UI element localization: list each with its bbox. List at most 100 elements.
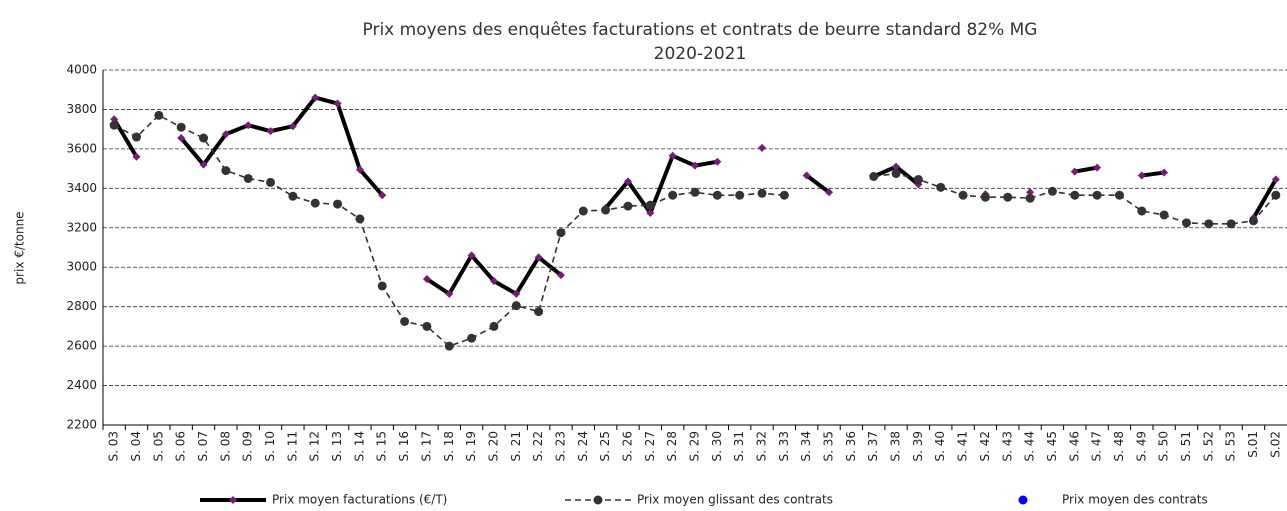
data-point [735, 190, 745, 200]
data-point [221, 130, 230, 139]
x-tick-label: S. 40 [933, 431, 947, 462]
data-point [779, 190, 789, 200]
x-tick-label: S. 13 [330, 431, 344, 462]
x-tick-label: S. 47 [1090, 431, 1104, 462]
x-tick-label: S. 12 [308, 431, 322, 462]
data-point [467, 251, 476, 260]
data-point [1271, 190, 1281, 200]
data-point [333, 199, 343, 209]
x-tick-label: S. 33 [777, 431, 791, 462]
data-point [1137, 206, 1147, 216]
y-tick-label: 3000 [66, 260, 97, 274]
data-point [825, 188, 834, 197]
data-point [892, 162, 901, 171]
legend-label: Prix moyen des contrats [1062, 493, 1208, 507]
data-point [243, 173, 253, 183]
x-tick-label: S. 28 [665, 431, 679, 462]
data-point [199, 160, 208, 169]
x-tick-label: S. 11 [285, 431, 299, 462]
data-point [288, 191, 298, 201]
data-point [802, 171, 811, 180]
data-point [1204, 219, 1214, 229]
data-point [288, 122, 297, 131]
data-point [489, 277, 498, 286]
data-point [132, 152, 141, 161]
x-tick-label: S. 16 [397, 431, 411, 462]
data-point [154, 110, 164, 120]
data-point [1047, 186, 1057, 196]
data-point [691, 161, 699, 170]
data-point [1226, 219, 1236, 229]
data-point [445, 289, 454, 298]
legend-marker [229, 496, 237, 504]
chart-title: Prix moyens des enquêtes facturations et… [363, 20, 1038, 40]
x-tick-label: S. 41 [956, 431, 970, 462]
data-point [1160, 168, 1169, 177]
data-point [333, 99, 342, 108]
x-tick-label: S. 26 [620, 431, 634, 462]
x-tick-label: S. 14 [352, 431, 366, 462]
x-tick-label: S. 46 [1067, 431, 1081, 462]
y-tick-label: 4000 [66, 63, 97, 77]
data-point [1003, 192, 1013, 202]
data-point [310, 198, 320, 208]
x-tick-label: S. 07 [196, 431, 210, 462]
y-axis-label: prix €/tonne [13, 211, 27, 284]
data-point [534, 307, 544, 317]
x-tick-label: S. 53 [1224, 431, 1238, 462]
y-tick-label: 2400 [66, 378, 97, 392]
legend-label: Prix moyen glissant des contrats [637, 493, 833, 507]
y-tick-label: 2800 [66, 299, 97, 313]
y-tick-label: 2200 [66, 418, 97, 432]
data-point [355, 165, 364, 174]
x-tick-label: S. 24 [576, 431, 590, 462]
data-point [444, 341, 454, 351]
data-point [891, 169, 901, 179]
x-tick-label: S. 31 [732, 431, 746, 462]
data-point [556, 228, 566, 238]
data-point [1070, 190, 1080, 200]
x-tick-label: S. 29 [688, 431, 702, 462]
data-point [1137, 171, 1146, 180]
data-point [668, 151, 677, 160]
x-tick-label: S. 48 [1112, 431, 1126, 462]
legend-label: Prix moyen facturations (€/T) [272, 493, 447, 507]
data-point [980, 192, 990, 202]
data-point [690, 187, 700, 197]
data-point [668, 190, 678, 200]
data-point [645, 200, 655, 210]
data-point [936, 182, 946, 192]
data-point [623, 177, 632, 186]
x-tick-label: S. 36 [844, 431, 858, 462]
data-point [177, 134, 186, 143]
data-point [578, 206, 588, 216]
x-tick-label: S. 44 [1023, 431, 1037, 462]
chart-subtitle: 2020-2021 [654, 44, 747, 64]
data-point [1070, 167, 1079, 176]
x-tick-label: S. 19 [464, 431, 478, 462]
data-point [556, 271, 565, 280]
data-point [869, 172, 879, 181]
data-point [400, 316, 410, 326]
data-point [623, 201, 633, 211]
data-point [467, 333, 477, 343]
data-point [176, 122, 186, 132]
x-tick-label: S. 05 [151, 431, 165, 462]
data-point [646, 208, 655, 217]
data-point [489, 321, 499, 331]
y-tick-label: 3400 [66, 181, 97, 195]
x-tick-label: S. 03 [107, 431, 121, 462]
x-tick-label: S. 20 [486, 431, 500, 462]
data-point [221, 166, 231, 176]
data-point [132, 132, 142, 142]
data-point [266, 127, 275, 136]
x-tick-label: S. 08 [218, 431, 232, 462]
x-tick-label: S. 04 [129, 431, 143, 462]
x-tick-label: S. 10 [263, 431, 277, 462]
x-tick-label: S. 49 [1134, 431, 1148, 462]
data-point [244, 121, 253, 130]
x-tick-label: S. 22 [531, 431, 545, 462]
x-tick-label: S. 18 [442, 431, 456, 462]
y-tick-label: 3600 [66, 141, 97, 155]
